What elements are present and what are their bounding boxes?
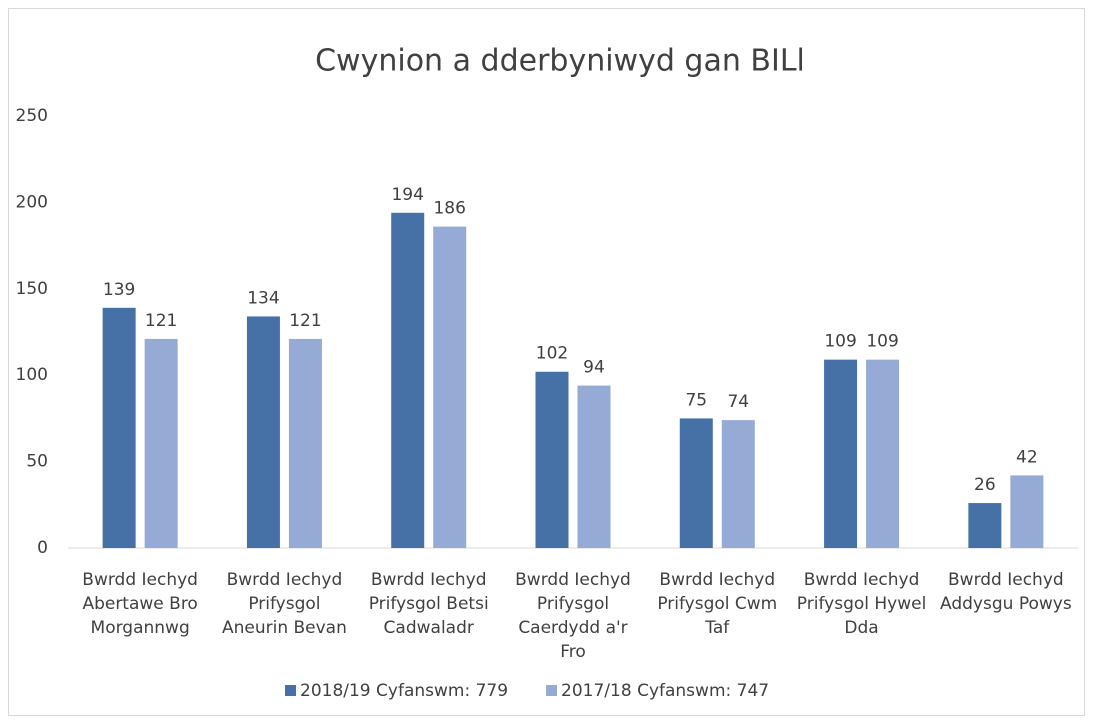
x-tick-label: Bwrdd Iechyd Prifysgol Hywel Dda — [797, 570, 927, 638]
legend-label: 2018/19 Cyfanswm: 779 — [300, 681, 508, 701]
value-label: 121 — [289, 311, 321, 331]
value-label: 139 — [103, 280, 135, 300]
bar — [144, 338, 178, 548]
value-label: 94 — [583, 358, 605, 378]
value-label: 134 — [247, 288, 279, 308]
bar — [246, 316, 280, 548]
value-label: 75 — [685, 390, 707, 410]
bar — [577, 385, 611, 548]
y-tick-label: 50 — [26, 452, 48, 472]
legend-swatch — [546, 685, 558, 696]
x-tick-label: Bwrdd Iechyd Prifysgol Caerdydd a'r Fro — [515, 570, 631, 662]
value-label: 26 — [974, 475, 996, 495]
bar — [824, 359, 858, 548]
legend-swatch — [285, 685, 296, 696]
bar — [866, 359, 900, 548]
x-tick-label: Bwrdd Iechyd Prifysgol Aneurin Bevan — [222, 570, 347, 638]
bar — [535, 371, 569, 548]
value-label: 102 — [536, 344, 568, 364]
legend-label: 2017/18 Cyfanswm: 747 — [561, 681, 769, 701]
x-tick-label: Bwrdd Iechyd Prifysgol Betsi Cadwaladr — [369, 570, 489, 638]
y-tick-label: 0 — [37, 538, 48, 558]
bar — [391, 212, 425, 548]
chart-border — [8, 8, 1085, 716]
bar — [102, 307, 136, 548]
y-tick-label: 100 — [16, 365, 48, 385]
value-label: 121 — [145, 311, 177, 331]
bar — [679, 418, 713, 548]
x-tick-label: Bwrdd Iechyd Abertawe Bro Morgannwg — [82, 570, 198, 638]
chart-title: Cwynion a dderbyniwyd gan BILl — [315, 44, 805, 79]
y-tick-label: 250 — [16, 106, 48, 126]
bar — [433, 226, 467, 549]
bar — [968, 503, 1002, 548]
value-label: 74 — [727, 392, 749, 412]
value-label: 109 — [866, 332, 898, 352]
x-tick-label: Bwrdd Iechyd Addysgu Powys — [940, 570, 1072, 614]
value-label: 42 — [1016, 447, 1038, 467]
y-tick-label: 150 — [16, 279, 48, 299]
bar — [288, 338, 322, 548]
bar — [1010, 475, 1044, 548]
bar — [721, 420, 755, 548]
value-label: 194 — [391, 185, 423, 205]
x-tick-label: Bwrdd Iechyd Prifysgol Cwm Taf — [657, 570, 777, 638]
value-label: 186 — [433, 199, 465, 219]
value-label: 109 — [824, 332, 856, 352]
y-tick-label: 200 — [16, 192, 48, 212]
